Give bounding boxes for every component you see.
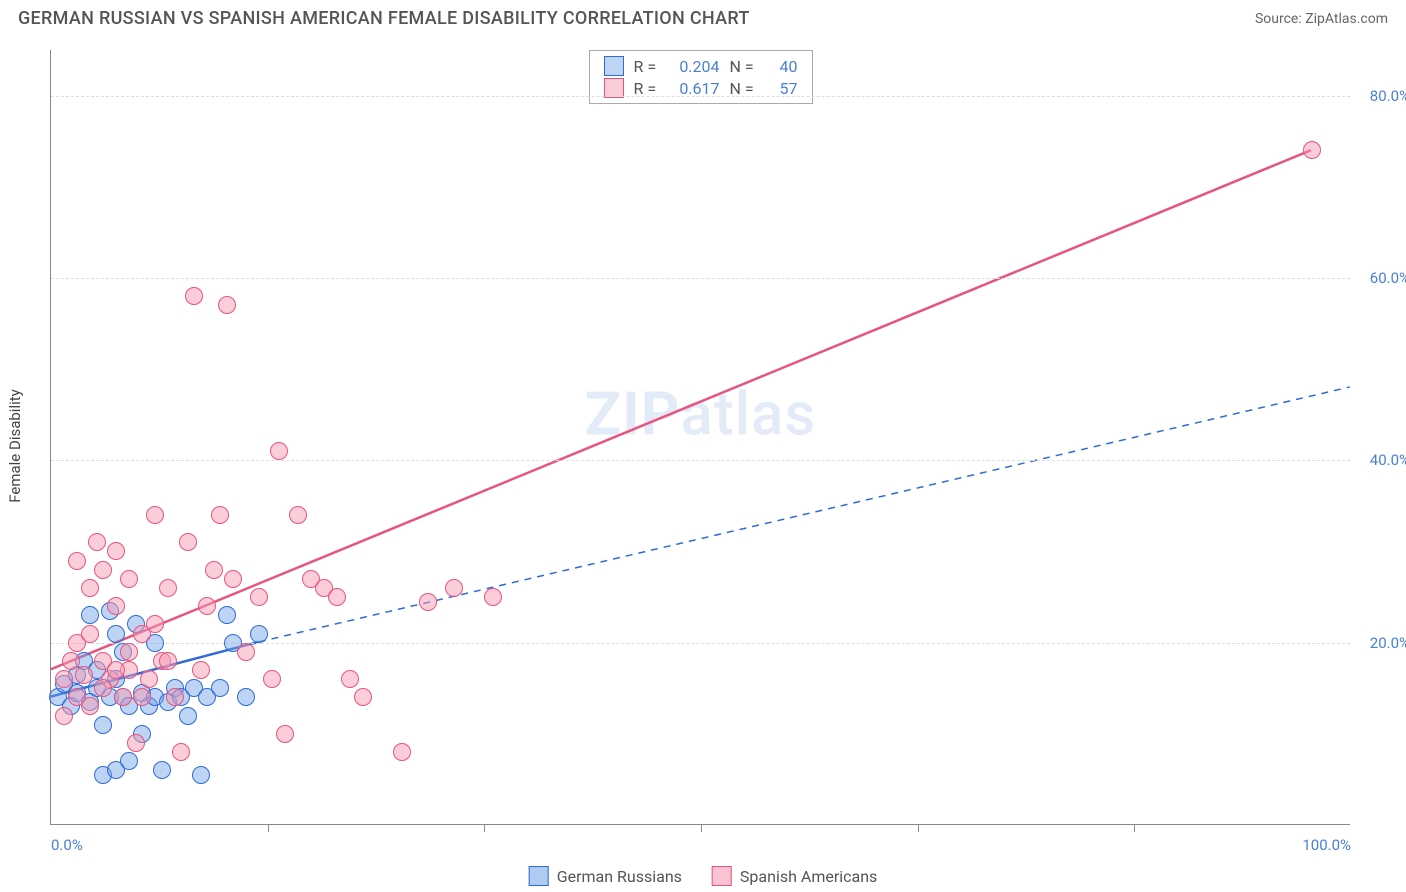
scatter-point (237, 688, 255, 706)
scatter-point (484, 588, 502, 606)
series-legend: German Russians Spanish Americans (529, 866, 878, 886)
stats-row: R = 0.204 N = 40 (604, 55, 798, 77)
scatter-point (289, 506, 307, 524)
x-tick (701, 824, 702, 832)
scatter-point (127, 734, 145, 752)
y-axis-label: Female Disability (6, 389, 24, 503)
scatter-point (185, 287, 203, 305)
y-tick-label: 20.0% (1370, 634, 1406, 652)
x-tick-label: 0.0% (51, 836, 83, 854)
legend-item: German Russians (529, 866, 682, 886)
scatter-point (107, 661, 125, 679)
scatter-point (166, 688, 184, 706)
scatter-point (250, 588, 268, 606)
legend-swatch (712, 866, 732, 886)
scatter-point (192, 661, 210, 679)
x-tick (918, 824, 919, 832)
legend-swatch (604, 56, 624, 76)
scatter-point (263, 670, 281, 688)
scatter-point (276, 725, 294, 743)
scatter-point (88, 533, 106, 551)
y-tick-label: 80.0% (1370, 87, 1406, 105)
scatter-point (81, 697, 99, 715)
scatter-point (107, 625, 125, 643)
scatter-point (179, 707, 197, 725)
scatter-point (328, 588, 346, 606)
scatter-point (211, 506, 229, 524)
scatter-point (419, 593, 437, 611)
scatter-point (159, 652, 177, 670)
scatter-point (94, 679, 112, 697)
scatter-point (133, 688, 151, 706)
scatter-point (1303, 141, 1321, 159)
scatter-point (114, 688, 132, 706)
gridline-h (51, 96, 1350, 97)
scatter-point (81, 625, 99, 643)
scatter-point (172, 743, 190, 761)
gridline-h (51, 460, 1350, 461)
legend-swatch (529, 866, 549, 886)
scatter-point (218, 606, 236, 624)
stat-r-label: R = (634, 57, 662, 76)
scatter-point (120, 570, 138, 588)
stat-r-value: 0.204 (672, 57, 720, 76)
legend-label: German Russians (557, 867, 682, 886)
stat-n-value: 40 (768, 57, 798, 76)
scatter-point (218, 296, 236, 314)
gridline-h (51, 278, 1350, 279)
scatter-point (354, 688, 372, 706)
scatter-point (140, 670, 158, 688)
scatter-point (68, 552, 86, 570)
stat-n-label: N = (730, 57, 758, 76)
legend-item: Spanish Americans (712, 866, 877, 886)
scatter-point (146, 506, 164, 524)
y-tick-label: 60.0% (1370, 269, 1406, 287)
y-tick-label: 40.0% (1370, 451, 1406, 469)
scatter-point (107, 542, 125, 560)
scatter-point (224, 570, 242, 588)
scatter-point (445, 579, 463, 597)
scatter-point (75, 666, 93, 684)
scatter-point (120, 752, 138, 770)
scatter-point (94, 716, 112, 734)
watermark: ZIPatlas (585, 378, 816, 449)
scatter-point (341, 670, 359, 688)
scatter-point (55, 670, 73, 688)
x-tick-label: 100.0% (1302, 836, 1351, 854)
scatter-point (211, 679, 229, 697)
scatter-point (55, 707, 73, 725)
x-tick (484, 824, 485, 832)
scatter-point (107, 597, 125, 615)
x-tick (268, 824, 269, 832)
trend-lines (51, 50, 1350, 824)
scatter-point (94, 561, 112, 579)
chart-title: GERMAN RUSSIAN VS SPANISH AMERICAN FEMAL… (18, 8, 750, 29)
x-tick (1134, 824, 1135, 832)
scatter-point (81, 579, 99, 597)
scatter-point (250, 625, 268, 643)
scatter-point (198, 597, 216, 615)
scatter-point (159, 579, 177, 597)
scatter-point (153, 761, 171, 779)
legend-label: Spanish Americans (740, 867, 877, 886)
scatter-point (179, 533, 197, 551)
scatter-point (146, 615, 164, 633)
scatter-point (237, 643, 255, 661)
chart-source: Source: ZipAtlas.com (1255, 11, 1388, 27)
scatter-point (393, 743, 411, 761)
scatter-plot-area: ZIPatlas R =0.204N =40R =0.617N =57 20.0… (50, 50, 1350, 825)
scatter-point (192, 766, 210, 784)
scatter-point (205, 561, 223, 579)
scatter-point (81, 606, 99, 624)
scatter-point (270, 442, 288, 460)
scatter-point (120, 643, 138, 661)
